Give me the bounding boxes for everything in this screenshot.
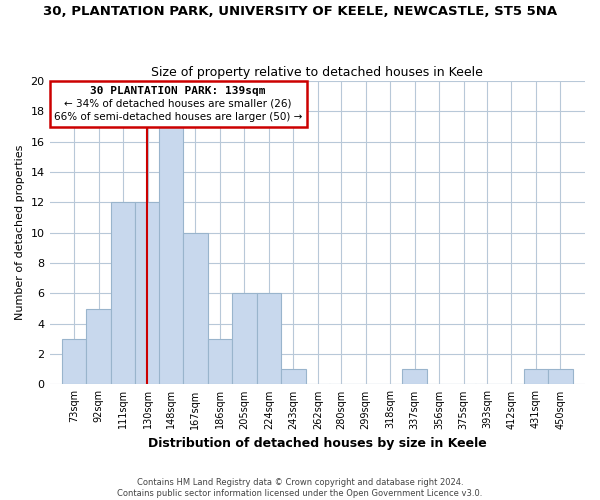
Bar <box>111 202 136 384</box>
Bar <box>281 370 305 384</box>
Bar <box>208 339 232 384</box>
Bar <box>403 370 427 384</box>
Text: 30, PLANTATION PARK, UNIVERSITY OF KEELE, NEWCASTLE, ST5 5NA: 30, PLANTATION PARK, UNIVERSITY OF KEELE… <box>43 5 557 18</box>
Bar <box>158 126 183 384</box>
Y-axis label: Number of detached properties: Number of detached properties <box>15 145 25 320</box>
Bar <box>136 202 160 384</box>
Text: 30 PLANTATION PARK: 139sqm: 30 PLANTATION PARK: 139sqm <box>91 86 266 96</box>
Bar <box>524 370 548 384</box>
Bar <box>257 294 281 384</box>
FancyBboxPatch shape <box>50 81 307 126</box>
Text: 66% of semi-detached houses are larger (50) →: 66% of semi-detached houses are larger (… <box>54 112 302 122</box>
Title: Size of property relative to detached houses in Keele: Size of property relative to detached ho… <box>151 66 483 78</box>
X-axis label: Distribution of detached houses by size in Keele: Distribution of detached houses by size … <box>148 437 487 450</box>
Bar <box>232 294 257 384</box>
Text: ← 34% of detached houses are smaller (26): ← 34% of detached houses are smaller (26… <box>64 98 292 108</box>
Bar <box>86 308 111 384</box>
Bar <box>548 370 573 384</box>
Text: Contains HM Land Registry data © Crown copyright and database right 2024.
Contai: Contains HM Land Registry data © Crown c… <box>118 478 482 498</box>
Bar <box>62 339 86 384</box>
Bar <box>183 232 208 384</box>
